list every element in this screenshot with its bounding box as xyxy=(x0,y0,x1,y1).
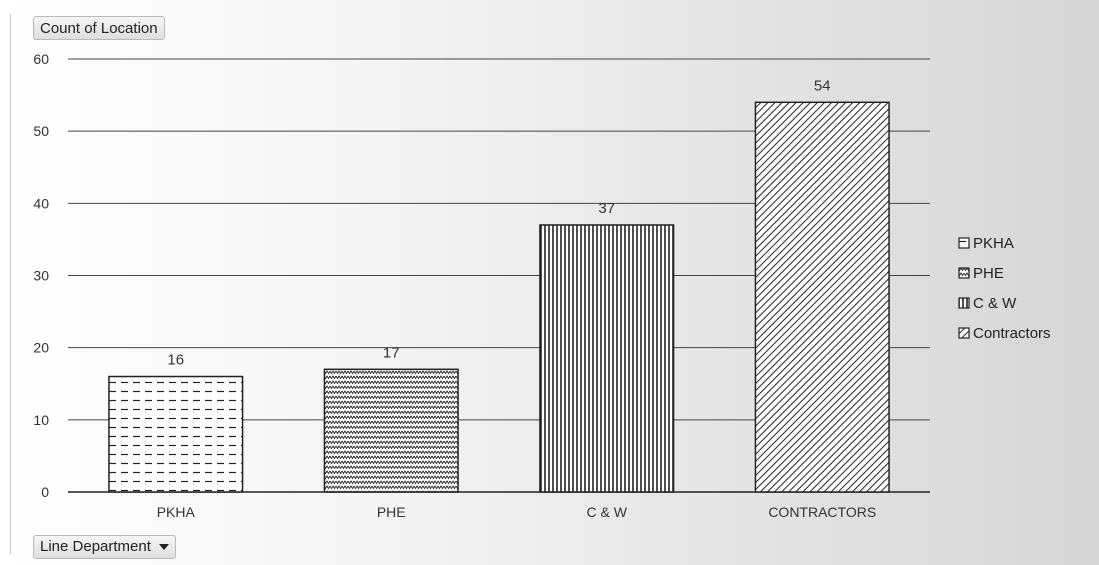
data-label: 37 xyxy=(598,200,615,217)
axis-field-button[interactable]: Line Department xyxy=(33,535,176,559)
values-field-button[interactable]: Count of Location xyxy=(33,16,165,40)
bars xyxy=(108,101,890,493)
y-tick-label: 60 xyxy=(33,51,49,67)
left-divider xyxy=(10,14,11,554)
legend-label: Contractors xyxy=(973,324,1051,342)
y-tick-label: 0 xyxy=(41,484,49,500)
legend-swatch xyxy=(958,267,970,279)
bar-4 xyxy=(754,101,890,493)
legend-label: C & W xyxy=(973,294,1017,312)
legend-item: Contractors xyxy=(958,318,1051,348)
bar-1 xyxy=(108,375,244,493)
y-tick-label: 40 xyxy=(33,195,49,211)
legend-label: PKHA xyxy=(973,234,1014,252)
legend-label: PHE xyxy=(973,264,1004,282)
x-tick-label: PKHA xyxy=(157,504,196,520)
legend-item: C & W xyxy=(958,288,1051,318)
legend-swatch xyxy=(958,327,970,339)
dropdown-arrow-icon[interactable] xyxy=(158,544,169,550)
data-label: 17 xyxy=(383,344,400,361)
x-tick-label: CONTRACTORS xyxy=(768,504,876,520)
legend-swatch xyxy=(958,297,970,309)
legend: PKHA PHE C & W Contractors xyxy=(958,228,1051,348)
data-label: 54 xyxy=(814,77,831,94)
bar-3 xyxy=(539,224,675,493)
legend-item: PHE xyxy=(958,258,1051,288)
bar-2 xyxy=(323,368,459,493)
data-label: 16 xyxy=(167,352,184,369)
values-field-label: Count of Location xyxy=(40,20,158,37)
x-tick-label: PHE xyxy=(377,504,406,520)
y-tick-label: 20 xyxy=(33,340,49,356)
legend-swatch xyxy=(958,237,970,249)
legend-item: PKHA xyxy=(958,228,1051,258)
axis-field-label: Line Department xyxy=(40,538,151,555)
y-tick-label: 50 xyxy=(33,123,49,139)
x-axis: PKHA PHE C & W CONTRACTORS xyxy=(157,504,876,520)
y-axis: 0 10 20 30 40 50 60 xyxy=(33,51,49,500)
y-tick-label: 10 xyxy=(33,412,49,428)
data-labels: 16 17 37 54 xyxy=(167,77,830,368)
y-tick-label: 30 xyxy=(33,268,49,284)
x-tick-label: C & W xyxy=(587,504,628,520)
